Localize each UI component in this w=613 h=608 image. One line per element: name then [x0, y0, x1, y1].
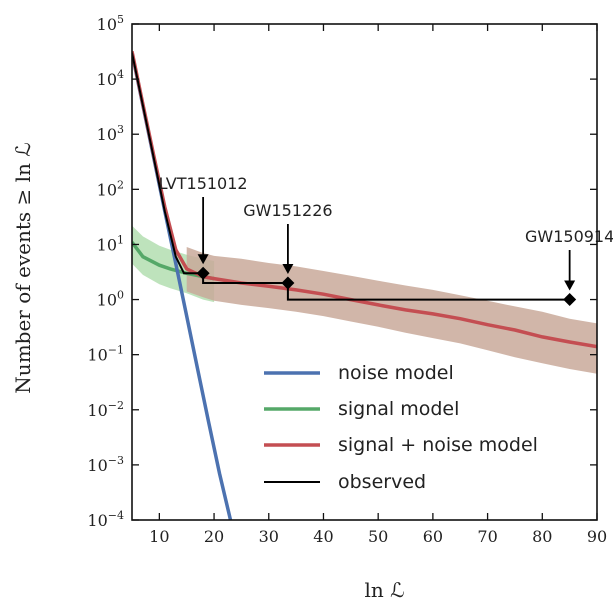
- y-tick-label: 101: [97, 233, 124, 254]
- annotation-label-0: LVT151012: [159, 174, 248, 193]
- annotation-arrowhead-1: [282, 263, 294, 274]
- event-marker-1: [281, 276, 295, 290]
- annotations: LVT151012 GW151226 GW150914: [159, 174, 613, 291]
- x-tick-label: 40: [313, 527, 333, 546]
- y-tick-label: 10−3: [87, 454, 124, 475]
- plot-frame: [131, 23, 598, 521]
- y-tick-label: 10−4: [87, 509, 124, 530]
- series-lines: [132, 50, 597, 520]
- x-tick-label: 20: [204, 527, 224, 546]
- legend-label-3: observed: [338, 471, 426, 493]
- legend-label-1: signal model: [338, 398, 459, 420]
- y-tick-label: 103: [97, 123, 124, 144]
- annotation-label-1: GW151226: [243, 201, 332, 220]
- x-axis-title: ln ℒ: [364, 578, 404, 602]
- x-tick-label: 80: [532, 527, 552, 546]
- legend-label-2: signal + noise model: [338, 434, 538, 456]
- signal-noise-model-line: [132, 50, 597, 349]
- axes: 10 20 30 40 50 60 70 80 90 105 104 103 102 101 100 10−1…: [11, 13, 607, 602]
- legend: noise model signal model signal + noise mo…: [264, 362, 538, 493]
- signal-noise-model-band: [186, 247, 597, 374]
- y-tick-label: 100: [97, 289, 124, 310]
- x-tick-label: 50: [368, 527, 388, 546]
- annotation-arrowhead-2: [564, 280, 576, 291]
- x-tick-label: 90: [587, 527, 607, 546]
- annotation-arrowhead-0: [197, 254, 209, 265]
- legend-label-0: noise model: [338, 362, 454, 384]
- x-tick-label: 30: [259, 527, 279, 546]
- x-tick-label: 10: [149, 527, 169, 546]
- y-tick-label: 104: [97, 68, 124, 89]
- y-tick-label: 102: [97, 178, 124, 199]
- x-tick-label: 70: [477, 527, 497, 546]
- event-marker-2: [563, 293, 577, 307]
- annotation-label-2: GW150914: [525, 227, 613, 246]
- event-marker-0: [196, 266, 210, 280]
- x-tick-label: 60: [423, 527, 443, 546]
- y-tick-label: 10−1: [87, 344, 124, 365]
- y-tick-label: 10−2: [87, 399, 124, 420]
- y-axis-title: Number of events ≥ ln ℒ: [11, 142, 35, 393]
- y-tick-label: 105: [97, 13, 124, 34]
